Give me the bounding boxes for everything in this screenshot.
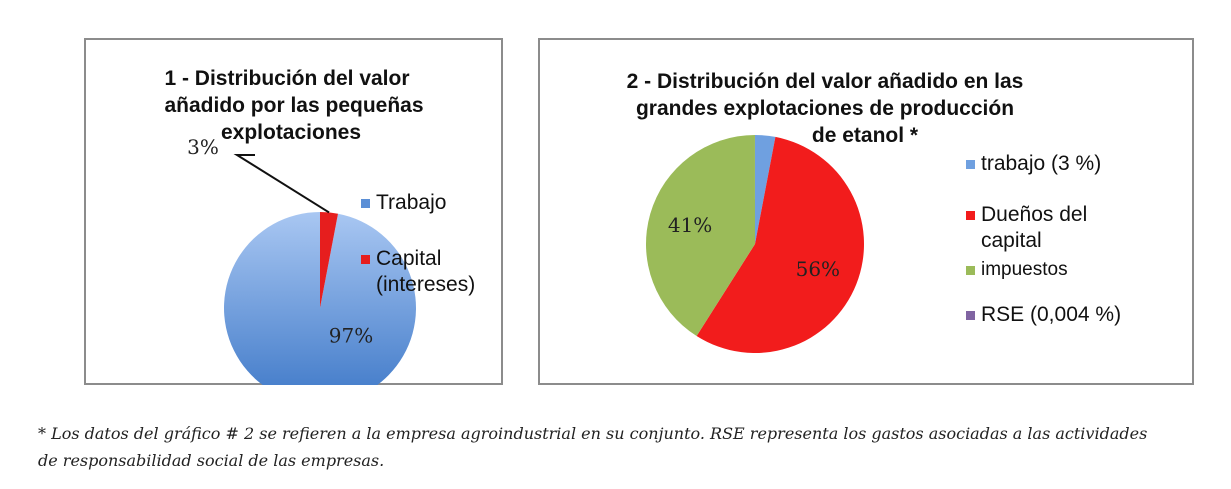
- legend-label-capital-line-1: Capital: [376, 247, 442, 270]
- pie-1-slice-capital: [320, 212, 338, 308]
- pie-2-slice-impuestos: [646, 135, 755, 337]
- legend-item-trabajo: Trabajo: [361, 190, 446, 216]
- legend-label-rse: RSE (0,004 %): [981, 303, 1122, 326]
- chart-panel-1: 1 - Distribución del valor añadido por l…: [84, 38, 503, 385]
- footnote-line-1: * Los datos del gráfico # 2 se refieren …: [38, 424, 1148, 443]
- legend-label-trabajo: Trabajo: [376, 191, 447, 214]
- chart-1-title-line-2: añadido por las pequeñas: [164, 94, 424, 117]
- chart-panel-2: 2 - Distribución del valor añadido en la…: [538, 38, 1194, 385]
- legend-swatch-trabajo: [361, 199, 370, 208]
- legend-item-duenos: Dueños del capital: [966, 202, 1087, 254]
- pie-2-data-label-impuestos: 41%: [668, 213, 712, 237]
- legend-item-capital: Capital (intereses): [361, 246, 475, 298]
- footnote: * Los datos del gráfico # 2 se refieren …: [38, 420, 1218, 474]
- legend-item-impuestos: impuestos: [966, 257, 1068, 283]
- legend-label-duenos-line-1: Dueños del: [981, 203, 1088, 226]
- pie-chart-2: 56% 41%: [646, 135, 864, 353]
- legend-swatch-duenos: [966, 211, 975, 220]
- pie-2-slice-trabajo: [755, 135, 776, 244]
- pie-1-leader-line-capital: [233, 154, 330, 214]
- footnote-line-2: de responsabilidad social de las empresa…: [38, 451, 385, 470]
- legend-swatch-rse: [966, 311, 975, 320]
- legend-swatch-trabajo-2: [966, 160, 975, 169]
- legend-swatch-capital: [361, 255, 370, 264]
- pie-1-data-label-capital: 3%: [187, 135, 219, 159]
- pie-2-slice-duenos: [696, 136, 864, 353]
- legend-item-rse: RSE (0,004 %): [966, 302, 1121, 328]
- chart-1-title-line-3: explotaciones: [220, 121, 362, 144]
- pie-1-data-label-trabajo: 97%: [329, 324, 373, 348]
- chart-1-title: 1 - Distribución del valor añadido por l…: [144, 65, 444, 146]
- chart-1-title-line-1: 1 - Distribución del valor: [164, 67, 410, 90]
- legend-item-trabajo-2: trabajo (3 %): [966, 151, 1101, 177]
- chart-2-title-line-1: 2 - Distribución del valor añadido en la…: [626, 70, 1024, 93]
- pie-2-data-label-duenos: 56%: [796, 257, 840, 281]
- chart-2-title: 2 - Distribución del valor añadido en la…: [575, 68, 1075, 149]
- chart-2-title-line-2: grandes explotaciones de producción: [635, 97, 1015, 120]
- legend-label-duenos-line-2: capital: [981, 229, 1042, 252]
- legend-swatch-impuestos: [966, 266, 975, 275]
- legend-label-trabajo-2: trabajo (3 %): [981, 152, 1102, 175]
- legend-label-impuestos: impuestos: [981, 259, 1068, 280]
- chart-2-title-line-3: de etanol *: [811, 124, 919, 147]
- legend-label-capital-line-2: (intereses): [376, 273, 476, 296]
- pie-1-slice-trabajo: [224, 212, 416, 385]
